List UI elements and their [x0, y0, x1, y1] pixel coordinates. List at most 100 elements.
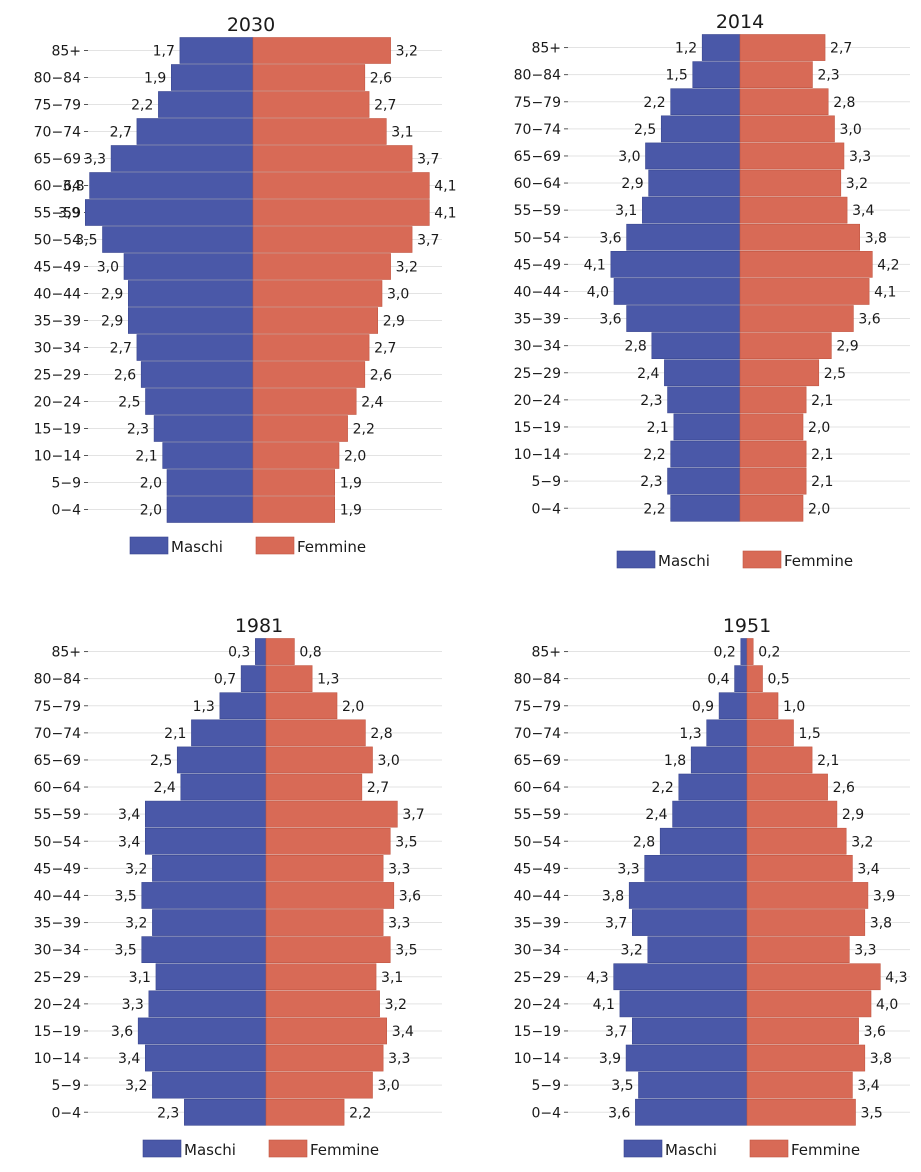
data-label-maschi: 2,4 — [637, 366, 659, 382]
data-label-femmine: 2,5 — [824, 366, 846, 382]
bar-femmine — [746, 990, 872, 1018]
bar-femmine — [739, 332, 832, 360]
bar-femmine — [265, 746, 373, 774]
bar-femmine — [265, 936, 391, 963]
y-tick-label: 5−9 — [531, 474, 561, 490]
data-label-maschi: 1,8 — [664, 753, 686, 769]
bar-maschi — [145, 827, 267, 855]
data-label-maschi: 0,4 — [707, 672, 729, 688]
data-label-femmine: 2,1 — [811, 447, 833, 463]
bar-maschi — [123, 253, 254, 280]
bar-maschi — [659, 827, 748, 855]
data-label-femmine: 2,0 — [808, 420, 830, 436]
y-tick-label: 0−4 — [51, 503, 81, 519]
y-tick-label: 0−4 — [531, 501, 561, 517]
data-label-femmine: 2,7 — [374, 98, 396, 114]
bar-maschi — [141, 936, 267, 963]
bar-maschi — [110, 145, 254, 172]
data-label-femmine: 3,8 — [870, 916, 892, 932]
data-label-femmine: 2,2 — [349, 1105, 371, 1121]
data-label-maschi: 2,5 — [118, 395, 140, 411]
data-label-femmine: 2,9 — [836, 339, 858, 355]
y-tick-label: 25−29 — [34, 368, 81, 384]
data-label-femmine: 0,5 — [768, 672, 790, 688]
data-label-femmine: 1,3 — [317, 672, 339, 688]
bar-femmine — [252, 361, 366, 388]
bar-maschi — [619, 990, 748, 1018]
bar-femmine — [739, 34, 826, 61]
bar-femmine — [739, 494, 804, 522]
bar-maschi — [670, 440, 741, 468]
y-tick-label: 20−24 — [34, 997, 81, 1013]
data-label-maschi: 3,7 — [605, 1024, 627, 1040]
data-label-femmine: 2,9 — [842, 807, 864, 823]
data-label-maschi: 0,7 — [214, 672, 236, 688]
data-label-femmine: 2,2 — [353, 422, 375, 438]
bar-femmine — [265, 800, 398, 828]
data-label-maschi: 3,8 — [602, 888, 624, 904]
data-label-femmine: 3,6 — [864, 1024, 886, 1040]
y-tick-label: 50−54 — [514, 834, 561, 850]
bar-maschi — [152, 1071, 267, 1099]
data-label-maschi: 3,3 — [84, 152, 106, 168]
data-label-maschi: 3,2 — [125, 861, 147, 877]
legend-label-femmine: Femmine — [784, 552, 853, 570]
y-tick-label: 50−54 — [34, 834, 81, 850]
bar-maschi — [651, 332, 741, 360]
bar-femmine — [265, 773, 363, 801]
bar-maschi — [140, 361, 254, 388]
bar-femmine — [252, 307, 378, 334]
data-label-femmine: 2,0 — [808, 501, 830, 517]
bar-maschi — [128, 280, 254, 307]
bar-maschi — [734, 665, 748, 692]
data-label-femmine: 2,6 — [370, 368, 392, 384]
y-tick-label: 70−74 — [514, 122, 561, 138]
bar-femmine — [265, 827, 391, 855]
bar-maschi — [179, 37, 254, 64]
legend-swatch-maschi — [623, 1139, 663, 1158]
y-tick-label: 5−9 — [531, 1078, 561, 1094]
bar-maschi — [219, 692, 267, 720]
data-label-maschi: 3,4 — [118, 1051, 140, 1067]
data-label-maschi: 2,5 — [150, 753, 172, 769]
data-label-maschi: 3,6 — [608, 1105, 630, 1121]
bar-femmine — [746, 692, 779, 720]
legend-swatch-femmine — [268, 1139, 308, 1158]
data-label-maschi: 0,2 — [714, 645, 736, 661]
data-label-femmine: 3,0 — [387, 287, 409, 303]
bar-maschi — [635, 1098, 748, 1126]
legend-label-maschi: Maschi — [171, 538, 223, 556]
bar-femmine — [739, 440, 807, 468]
bar-maschi — [664, 359, 741, 387]
data-label-femmine: 2,0 — [344, 449, 366, 465]
y-tick-label: 75−79 — [514, 95, 561, 111]
bar-femmine — [739, 142, 845, 170]
bar-femmine — [746, 800, 838, 828]
data-label-maschi: 3,6 — [111, 1024, 133, 1040]
bar-femmine — [252, 199, 430, 226]
bar-maschi — [155, 963, 267, 991]
data-label-maschi: 3,4 — [118, 834, 140, 850]
bar-maschi — [85, 199, 254, 226]
y-tick-label: 65−69 — [34, 152, 81, 168]
bar-maschi — [644, 854, 748, 882]
data-label-femmine: 3,7 — [417, 233, 439, 249]
data-label-femmine: 2,6 — [833, 780, 855, 796]
data-label-femmine: 4,2 — [877, 257, 899, 273]
data-label-femmine: 1,9 — [340, 476, 362, 492]
bar-maschi — [152, 854, 267, 882]
bar-femmine — [739, 467, 807, 495]
data-label-maschi: 1,5 — [665, 68, 687, 84]
bar-femmine — [252, 91, 370, 118]
data-label-femmine: 2,1 — [817, 753, 839, 769]
y-tick-label: 5−9 — [51, 476, 81, 492]
bar-femmine — [252, 64, 366, 91]
y-tick-label: 35−39 — [514, 312, 561, 328]
bar-maschi — [180, 773, 267, 801]
data-label-maschi: 2,2 — [131, 98, 153, 114]
pyramid-chart-2014: 2014 85+ 1,2 2,7 80−84 1,5 2,3 75−79 2,2 2,8 70−74… — [514, 11, 910, 570]
y-tick-label: 40−44 — [514, 888, 561, 904]
data-label-maschi: 2,1 — [135, 449, 157, 465]
